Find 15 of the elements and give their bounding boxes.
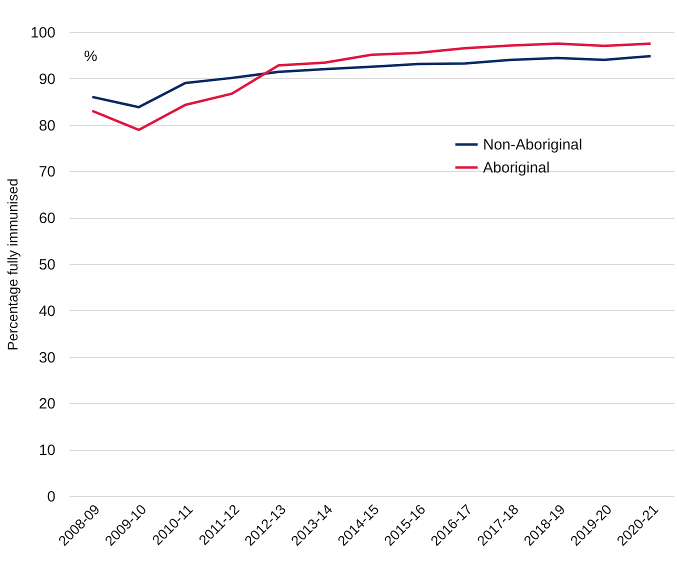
legend-label: Non-Aboriginal xyxy=(483,136,582,154)
y-tick-label: 30 xyxy=(38,349,56,366)
y-tick-label: 90 xyxy=(38,70,56,88)
y-tick-label: 20 xyxy=(38,396,56,413)
y-tick-label: 0 xyxy=(47,488,56,506)
y-axis-title: Percentage fully immunised xyxy=(4,178,20,350)
y-tick-label: 70 xyxy=(38,164,56,181)
y-tick-label: 60 xyxy=(38,210,56,228)
legend-label: Aboriginal xyxy=(483,160,550,176)
y-tick-label: 40 xyxy=(38,302,56,320)
annotation: % xyxy=(84,48,98,65)
y-tick-label: 80 xyxy=(38,117,56,134)
y-tick-label: 50 xyxy=(38,256,56,274)
y-tick-label: 10 xyxy=(38,442,56,460)
y-tick-label: 100 xyxy=(30,24,56,42)
